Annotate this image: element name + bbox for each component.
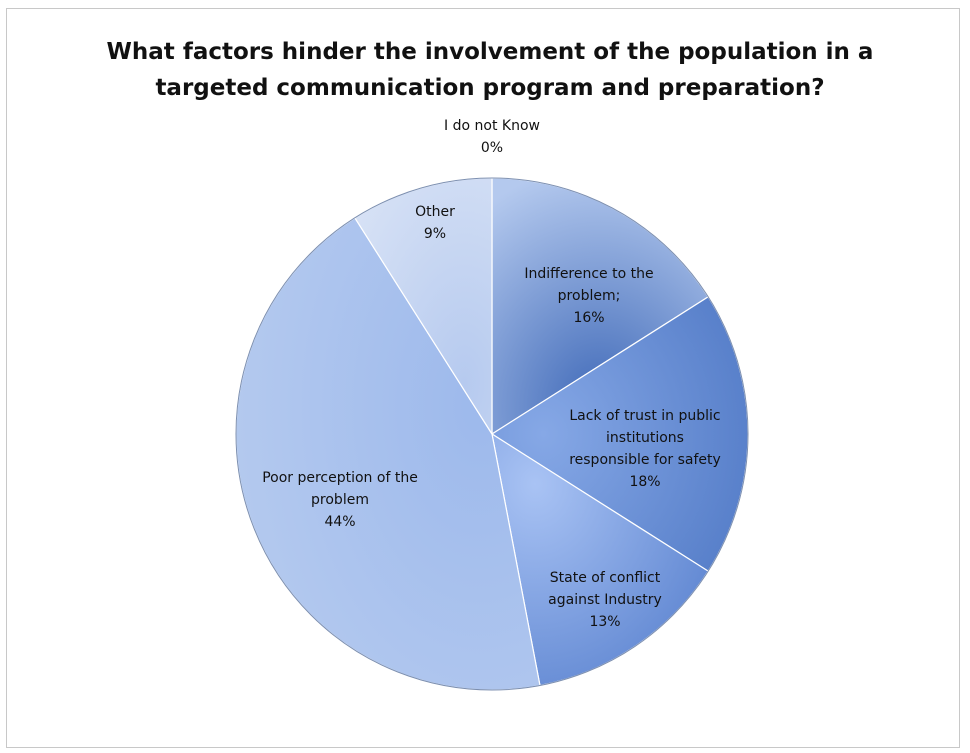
- chart-title-line-2: targeted communication program and prepa…: [155, 75, 825, 101]
- slice-label-4: Poor perception of the problem 44%: [262, 470, 418, 530]
- slice-label-1: Indifference to the problem; 16%: [524, 266, 653, 326]
- chart-title: What factors hinder the involvement of t…: [0, 34, 970, 106]
- slice-label-2: Lack of trust in public institutions respo…: [569, 408, 721, 490]
- slice-label-5: Other 9%: [415, 204, 455, 242]
- pie-labels: I do not Know 0% Indifference to the proble…: [262, 118, 721, 630]
- pie-outline: [235, 177, 749, 691]
- slice-label-0: I do not Know 0%: [444, 118, 540, 156]
- slice-label-3: State of conflict against Industry 13%: [548, 570, 662, 630]
- pie-slices: [235, 177, 749, 691]
- chart-title-line-1: What factors hinder the involvement of t…: [106, 39, 874, 65]
